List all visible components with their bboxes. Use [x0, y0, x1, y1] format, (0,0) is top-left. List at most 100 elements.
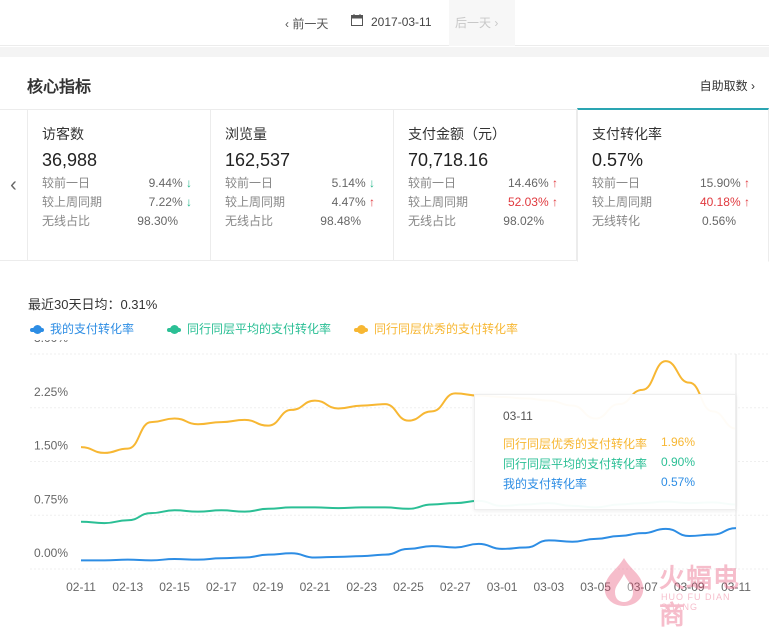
- compare-value: 9.44% ↓: [149, 174, 192, 193]
- metric-value: 0.57%: [592, 150, 644, 170]
- compare-percent: 40.18%: [699, 195, 741, 209]
- x-tick-label: 02-19: [253, 580, 284, 594]
- next-day-label: 后一天: [455, 16, 492, 30]
- tooltip-value: 1.96%: [660, 435, 695, 449]
- metric-card[interactable]: 访客数 36,988 较前一日 9.44% ↓ 较上周同期 7.22% ↓ 无线占比 98.3…: [28, 110, 211, 260]
- x-tick-label: 03-11: [721, 580, 751, 594]
- thirty-day-average: 最近30天日均：0.31%: [28, 297, 158, 312]
- metric-compare-row: 无线占比 98.02%: [408, 212, 562, 231]
- compare-value: 52.03% ↑: [508, 193, 558, 212]
- metric-compare-row: 较上周同期 40.18% ↑: [592, 193, 754, 212]
- previous-day-button[interactable]: ‹ 前一天: [285, 17, 329, 31]
- metric-title: 支付转化率: [592, 126, 662, 142]
- tooltip-label: 同行同层优秀的支付转化率: [503, 437, 648, 451]
- compare-percent: 15.90%: [699, 176, 741, 190]
- x-tick-label: 02-23: [346, 580, 377, 594]
- arrow-up-icon: ↑: [365, 195, 375, 209]
- y-tick-label: 0.75%: [34, 492, 68, 506]
- x-tick-label: 03-09: [674, 580, 705, 594]
- compare-value: 0.56%: [702, 212, 736, 231]
- metric-compare-row: 无线占比 98.30%: [42, 212, 196, 231]
- compare-label: 无线占比: [408, 214, 457, 228]
- arrow-up-icon: ↑: [740, 176, 750, 190]
- metric-compare-row: 较前一日 9.44% ↓: [42, 174, 196, 193]
- metric-compare-row: 无线转化 0.56%: [592, 212, 754, 231]
- compare-label: 较上周同期: [225, 195, 286, 209]
- metric-title: 浏览量: [225, 126, 267, 142]
- tooltip-date: 03-11: [503, 409, 533, 423]
- compare-percent: 98.48%: [320, 214, 361, 228]
- metric-card[interactable]: 支付金额（元） 70,718.16 较前一日 14.46% ↑ 较上周同期 52.03% …: [394, 110, 577, 260]
- self-fetch-link[interactable]: 自助取数 ›: [699, 79, 755, 93]
- legend-label: 同行同层优秀的支付转化率: [374, 322, 519, 336]
- compare-value: 14.46% ↑: [508, 174, 558, 193]
- metric-compare-row: 较上周同期 52.03% ↑: [408, 193, 562, 212]
- compare-percent: 52.03%: [507, 195, 549, 209]
- compare-value: 40.18% ↑: [700, 193, 750, 212]
- metric-compare-row: 较前一日 5.14% ↓: [225, 174, 379, 193]
- compare-percent: 5.14%: [331, 176, 366, 190]
- chart-tooltip: 03-11 同行同层优秀的支付转化率 1.96% 同行同层平均的支付转化率 0.90%…: [474, 394, 736, 510]
- arrow-up-icon: ↑: [740, 195, 750, 209]
- arrow-down-icon: ↓: [365, 176, 375, 190]
- compare-percent: 7.22%: [148, 195, 183, 209]
- metric-compare-row: 无线占比 98.48%: [225, 212, 379, 231]
- section-title: 核心指标: [27, 79, 92, 96]
- x-tick-label: 03-05: [580, 580, 611, 594]
- compare-label: 无线占比: [225, 214, 274, 228]
- compare-label: 较前一日: [408, 176, 457, 190]
- compare-label: 较上周同期: [42, 195, 103, 209]
- compare-label: 较上周同期: [408, 195, 469, 209]
- tooltip-label: 同行同层平均的支付转化率: [503, 457, 648, 471]
- legend-label: 我的支付转化率: [50, 322, 135, 336]
- tooltip-row: 同行同层平均的支付转化率 0.90%: [503, 455, 735, 475]
- y-tick-label: 0.00%: [34, 546, 68, 560]
- legend-marker-icon: [30, 324, 44, 334]
- compare-value: 7.22% ↓: [149, 193, 192, 212]
- compare-percent: 98.02%: [503, 214, 544, 228]
- metric-title: 支付金额（元）: [408, 126, 506, 142]
- compare-label: 较前一日: [225, 176, 274, 190]
- metric-card[interactable]: 支付转化率 0.57% 较前一日 15.90% ↑ 较上周同期 40.18% ↑ 无线转化 0…: [577, 108, 769, 262]
- next-day-button: 后一天 ›: [449, 0, 515, 46]
- x-tick-label: 02-15: [159, 580, 190, 594]
- compare-percent: 98.30%: [137, 214, 178, 228]
- compare-percent: 9.44%: [148, 176, 183, 190]
- legend-item[interactable]: 我的支付转化率: [30, 320, 134, 337]
- arrow-down-icon: ↓: [182, 195, 192, 209]
- arrow-up-icon: ↑: [548, 195, 558, 209]
- date-navigation-bar: ‹ 前一天 2017-03-11 后一天 ›: [0, 0, 769, 46]
- calendar-icon[interactable]: [351, 14, 363, 29]
- compare-value: 15.90% ↑: [700, 174, 750, 193]
- metric-value: 70,718.16: [408, 150, 489, 170]
- compare-percent: 4.47%: [331, 195, 366, 209]
- compare-label: 较前一日: [592, 176, 641, 190]
- compare-value: 4.47% ↑: [332, 193, 375, 212]
- tooltip-label: 我的支付转化率: [503, 477, 588, 491]
- legend-marker-icon: [354, 324, 368, 334]
- x-tick-label: 02-11: [66, 580, 96, 594]
- current-date[interactable]: 2017-03-11: [371, 15, 432, 29]
- compare-percent: 0.56%: [701, 214, 736, 228]
- metric-cards: ‹ 访客数 36,988 较前一日 9.44% ↓ 较上周同期 7.22% ↓ 无线占比 98…: [0, 108, 769, 262]
- chevron-left-icon[interactable]: ‹: [0, 110, 28, 260]
- metric-compare-row: 较上周同期 4.47% ↑: [225, 193, 379, 212]
- legend-label: 同行同层平均的支付转化率: [187, 322, 332, 336]
- compare-value: 5.14% ↓: [332, 174, 375, 193]
- arrow-down-icon: ↓: [182, 176, 192, 190]
- legend-item[interactable]: 同行同层平均的支付转化率: [167, 320, 331, 337]
- y-tick-label: 1.50%: [34, 439, 68, 453]
- metric-value: 162,537: [225, 150, 291, 170]
- metric-card[interactable]: 浏览量 162,537 较前一日 5.14% ↓ 较上周同期 4.47% ↑ 无线占比 98.…: [211, 110, 394, 260]
- legend-item[interactable]: 同行同层优秀的支付转化率: [354, 320, 518, 337]
- tooltip-row: 我的支付转化率 0.57%: [503, 475, 735, 495]
- y-tick-label: 3.00%: [34, 340, 68, 345]
- compare-value: 98.48%: [320, 212, 361, 231]
- compare-value: 98.30%: [137, 212, 178, 231]
- x-tick-label: 02-21: [300, 580, 331, 594]
- metric-compare-row: 较前一日 14.46% ↑: [408, 174, 562, 193]
- x-tick-label: 03-03: [534, 580, 565, 594]
- watermark-subtext: HUO FU DIAN SHANG: [661, 592, 731, 612]
- x-tick-label: 02-13: [112, 580, 143, 594]
- compare-label: 较上周同期: [592, 195, 653, 209]
